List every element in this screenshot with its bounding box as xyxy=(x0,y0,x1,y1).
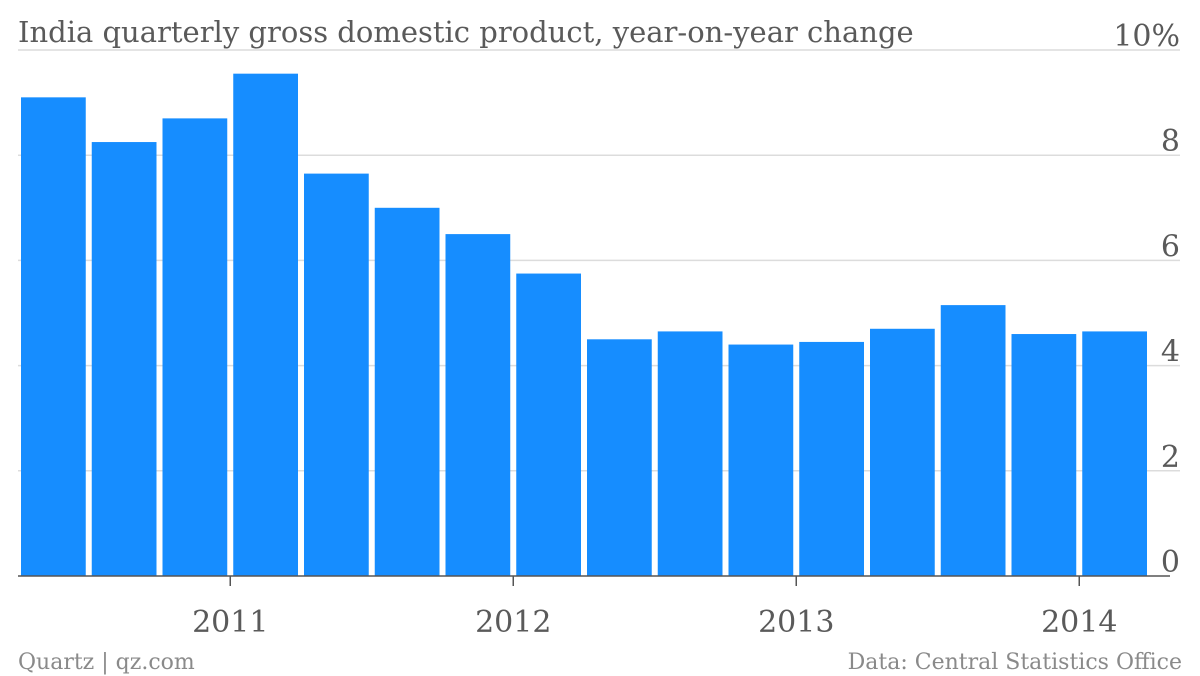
y-tick-label: 0 xyxy=(1161,545,1180,580)
x-tick-label: 2012 xyxy=(475,605,551,640)
bar xyxy=(870,328,935,576)
bar xyxy=(21,97,86,576)
data-source: Data: Central Statistics Office xyxy=(848,650,1182,675)
bar xyxy=(445,234,511,576)
bar xyxy=(233,73,298,577)
bar xyxy=(728,344,794,576)
y-tick-label: 8 xyxy=(1161,124,1180,159)
bar xyxy=(304,173,369,577)
bars xyxy=(21,73,1147,577)
source-credit: Quartz | qz.com xyxy=(18,650,195,675)
bar xyxy=(940,305,1006,576)
axes: 0 2 4 6 8 10% 2011 2012 2013 2014 xyxy=(18,19,1180,640)
y-tick-label: 4 xyxy=(1161,335,1180,370)
x-tick-label: 2013 xyxy=(758,605,834,640)
bar xyxy=(587,339,652,576)
y-tick-label: 6 xyxy=(1161,229,1180,264)
x-tick-label: 2011 xyxy=(192,605,268,640)
y-tick-label: 10% xyxy=(1113,19,1180,54)
bar xyxy=(1011,334,1077,576)
bar xyxy=(91,142,157,577)
chart-title: India quarterly gross domestic product, … xyxy=(18,15,914,49)
bar xyxy=(799,341,864,576)
bar xyxy=(516,273,581,576)
bar xyxy=(374,207,440,577)
bar xyxy=(1082,331,1147,576)
y-tick-label: 2 xyxy=(1161,440,1180,475)
bar xyxy=(162,118,228,576)
bar xyxy=(657,331,723,576)
x-tick-label: 2014 xyxy=(1041,605,1117,640)
